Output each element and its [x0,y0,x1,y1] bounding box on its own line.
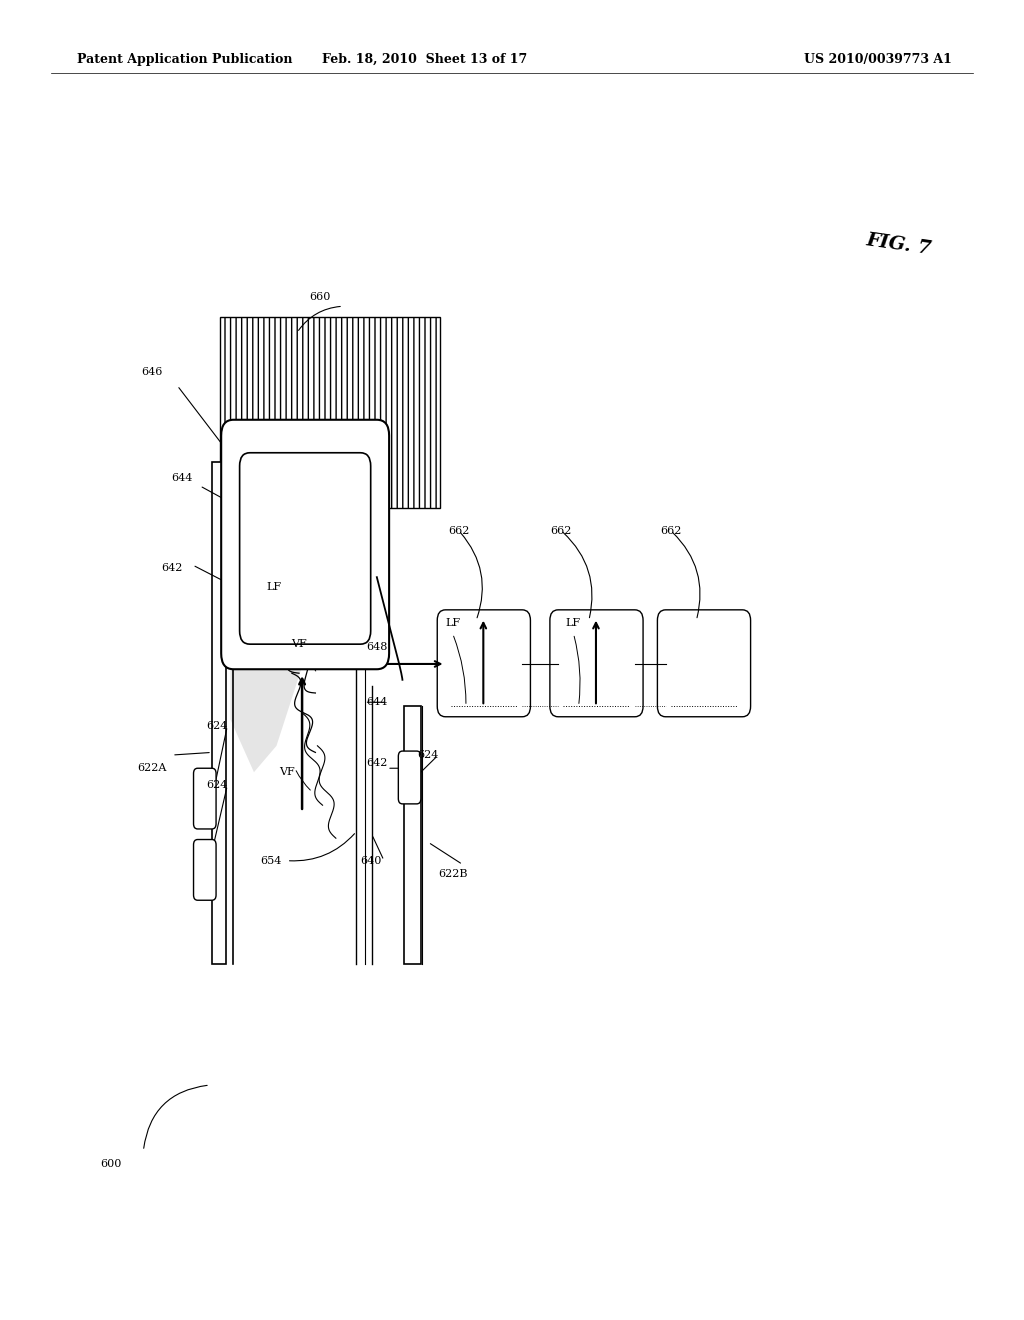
Text: Patent Application Publication: Patent Application Publication [77,53,292,66]
Polygon shape [220,317,440,508]
Text: 644: 644 [172,473,193,483]
Text: 640: 640 [360,855,381,866]
Text: 624: 624 [207,780,227,791]
Text: LF: LF [566,618,581,628]
FancyBboxPatch shape [437,610,530,717]
FancyBboxPatch shape [194,840,216,900]
Text: 624: 624 [207,721,227,731]
Text: Feb. 18, 2010  Sheet 13 of 17: Feb. 18, 2010 Sheet 13 of 17 [323,53,527,66]
FancyBboxPatch shape [221,420,389,669]
Text: 662: 662 [660,525,681,536]
Text: 644: 644 [367,697,387,708]
Text: 622B: 622B [438,869,467,879]
Text: 646: 646 [141,367,162,378]
Text: VF: VF [291,639,307,649]
Text: 642: 642 [162,562,182,573]
Text: LF: LF [445,618,460,628]
FancyBboxPatch shape [398,751,421,804]
Text: US 2010/0039773 A1: US 2010/0039773 A1 [805,53,952,66]
Text: 624: 624 [418,750,438,760]
Text: VF: VF [279,767,295,777]
Text: 600: 600 [100,1159,121,1170]
Text: 662: 662 [551,525,571,536]
FancyBboxPatch shape [194,768,216,829]
Text: LF: LF [267,582,282,593]
FancyBboxPatch shape [240,453,371,644]
Text: 642: 642 [367,758,387,768]
Text: FIG. 7: FIG. 7 [865,231,933,257]
Text: 648: 648 [367,642,387,652]
Text: 622A: 622A [137,763,166,774]
Text: 660: 660 [309,292,330,302]
Text: 662: 662 [449,525,469,536]
FancyBboxPatch shape [657,610,751,717]
Text: 654: 654 [261,855,282,866]
Polygon shape [212,462,226,964]
FancyBboxPatch shape [550,610,643,717]
Polygon shape [230,502,356,772]
Polygon shape [404,706,421,964]
